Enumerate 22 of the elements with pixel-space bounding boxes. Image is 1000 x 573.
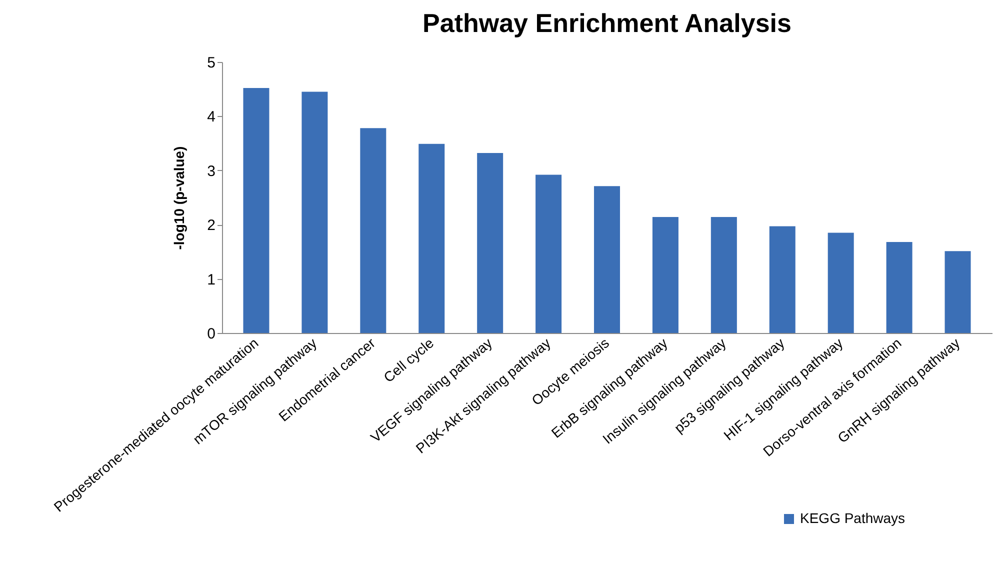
bar xyxy=(243,88,270,333)
bar xyxy=(594,186,620,333)
bar xyxy=(652,217,678,333)
bar xyxy=(710,217,737,333)
bar xyxy=(477,153,504,333)
bar xyxy=(769,226,796,333)
y-tick-label: 2 xyxy=(207,217,216,234)
bar xyxy=(886,242,912,333)
y-tick-label: 3 xyxy=(207,162,216,180)
y-tick-label: 1 xyxy=(207,271,216,288)
bar xyxy=(828,232,854,333)
y-tick-label: 0 xyxy=(207,326,216,342)
bar xyxy=(360,128,386,333)
bar xyxy=(536,174,562,333)
legend-label: KEGG Pathways xyxy=(800,510,906,526)
y-tick-label: 4 xyxy=(207,108,216,126)
bar xyxy=(418,144,445,333)
y-axis-title: -log10 (p-value) xyxy=(171,146,188,250)
bar xyxy=(944,251,971,333)
y-tick-label: 5 xyxy=(207,54,216,72)
bar xyxy=(302,92,328,333)
chart-title: Pathway Enrichment Analysis xyxy=(422,8,792,38)
